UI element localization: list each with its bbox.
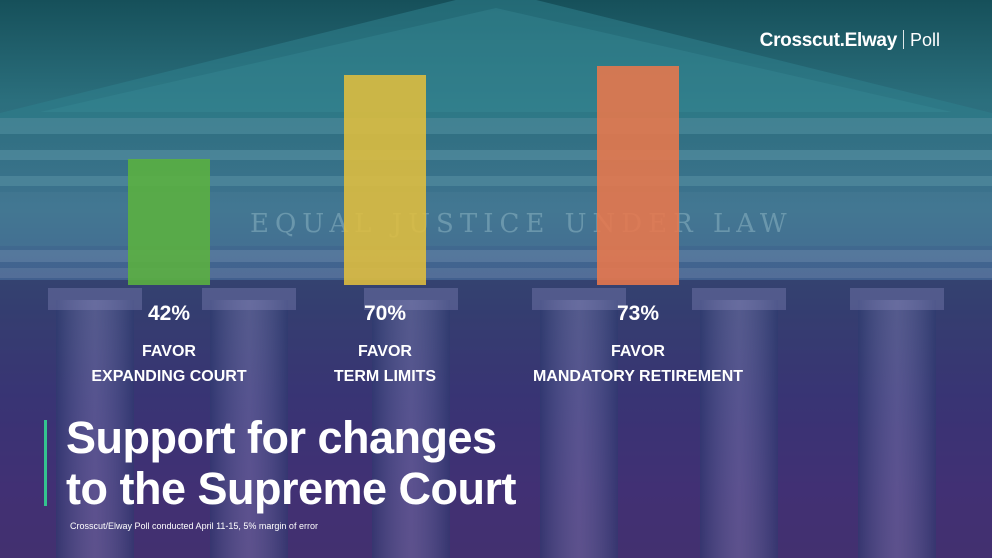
page-title: Support for changes to the Supreme Court bbox=[66, 412, 766, 514]
brand-suffix: Poll bbox=[909, 30, 940, 50]
svg-text:EQUAL JUSTICE UNDER LAW: EQUAL JUSTICE UNDER LAW bbox=[250, 209, 793, 239]
category-label-1-line-2: EXPANDING COURT bbox=[91, 368, 246, 385]
title-accent-bar bbox=[44, 420, 47, 506]
bar-1 bbox=[128, 159, 210, 285]
title-line-1: Support for changes bbox=[66, 412, 497, 463]
category-label-3-line-2: MANDATORY RETIREMENT bbox=[533, 368, 743, 385]
category-label-2-line-2: TERM LIMITS bbox=[334, 368, 437, 385]
category-label-2-line-1: FAVOR bbox=[358, 343, 412, 360]
title-line-2: to the Supreme Court bbox=[66, 463, 517, 514]
bar-2 bbox=[344, 75, 426, 285]
data-label-1: 42% bbox=[148, 302, 190, 325]
source-footnote: Crosscut/Elway Poll conducted April 11-1… bbox=[70, 521, 318, 531]
category-label-3-line-1: FAVOR bbox=[611, 343, 665, 360]
brand-divider bbox=[902, 30, 904, 49]
bar-3 bbox=[597, 66, 679, 285]
brand-name: Crosscut.Elway bbox=[759, 30, 898, 51]
brand-logo: Crosscut.Elway Poll bbox=[760, 30, 940, 52]
data-label-2: 70% bbox=[364, 302, 406, 325]
data-label-3: 73% bbox=[617, 302, 659, 325]
category-label-1-line-1: FAVOR bbox=[142, 343, 196, 360]
